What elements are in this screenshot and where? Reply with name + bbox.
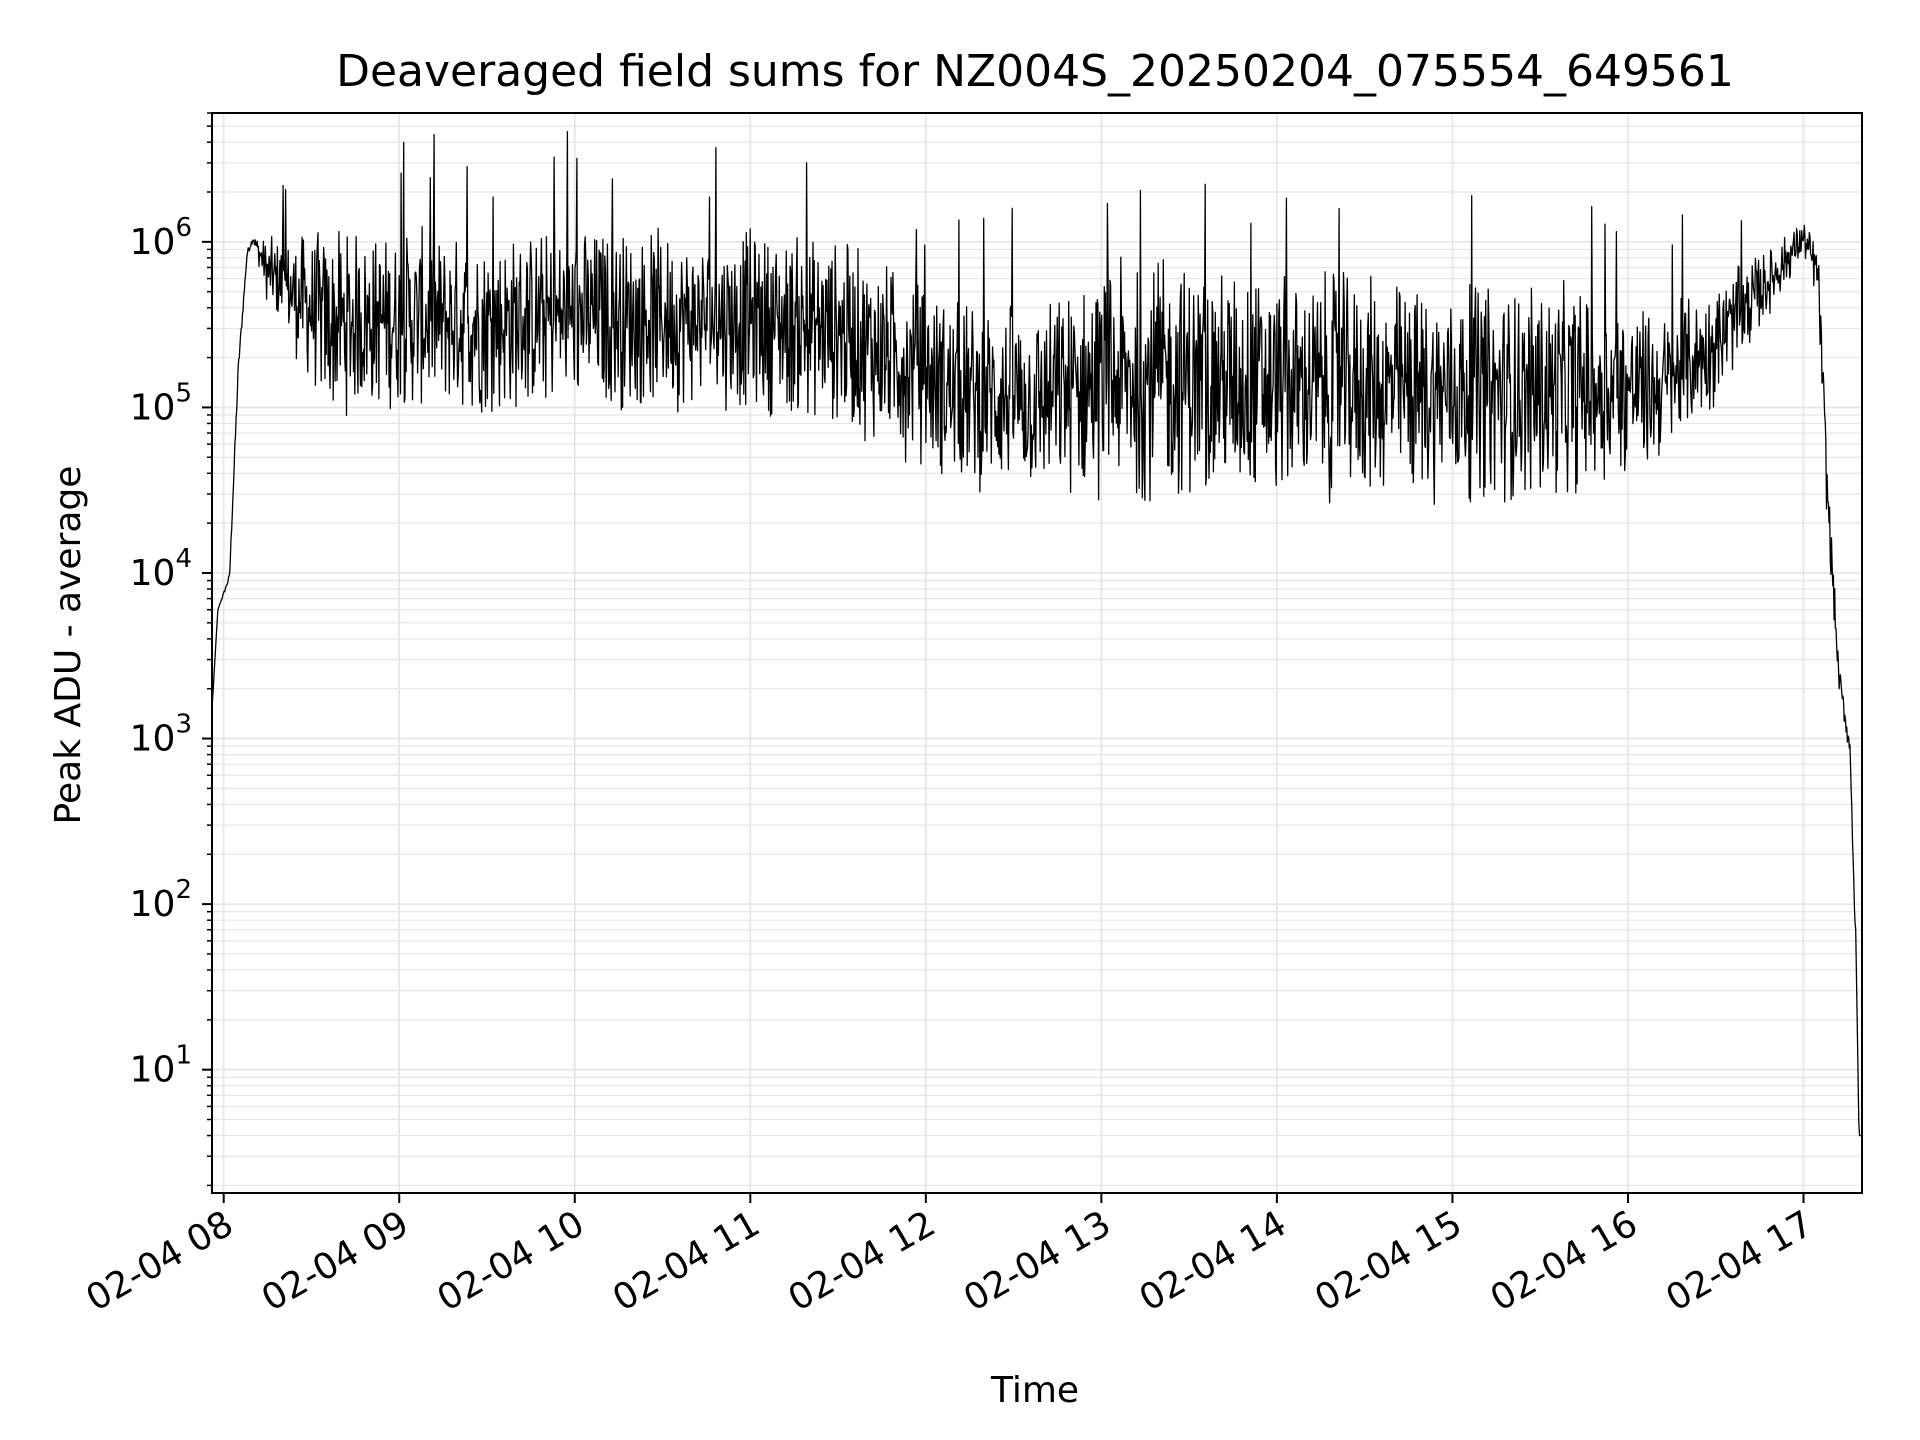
- minor-gridlines: [212, 112, 1862, 1187]
- y-tick-label: 105: [130, 378, 192, 428]
- y-tick-label: 103: [130, 710, 192, 760]
- plot-frame: [211, 112, 1863, 1194]
- chart-title: Deaveraged field sums for NZ004S_2025020…: [336, 46, 1734, 97]
- y-axis-ticks: 101 102 103 104 105 106: [130, 112, 212, 1187]
- y-tick-label: 101: [130, 1041, 192, 1091]
- y-tick-label: 104: [130, 544, 192, 594]
- y-tick-label: 106: [130, 213, 192, 263]
- series-line: [211, 130, 1863, 1137]
- y-tick-label: 102: [130, 875, 192, 925]
- x-axis-label: Time: [990, 1370, 1079, 1411]
- y-axis-label: Peak ADU - average: [48, 466, 89, 825]
